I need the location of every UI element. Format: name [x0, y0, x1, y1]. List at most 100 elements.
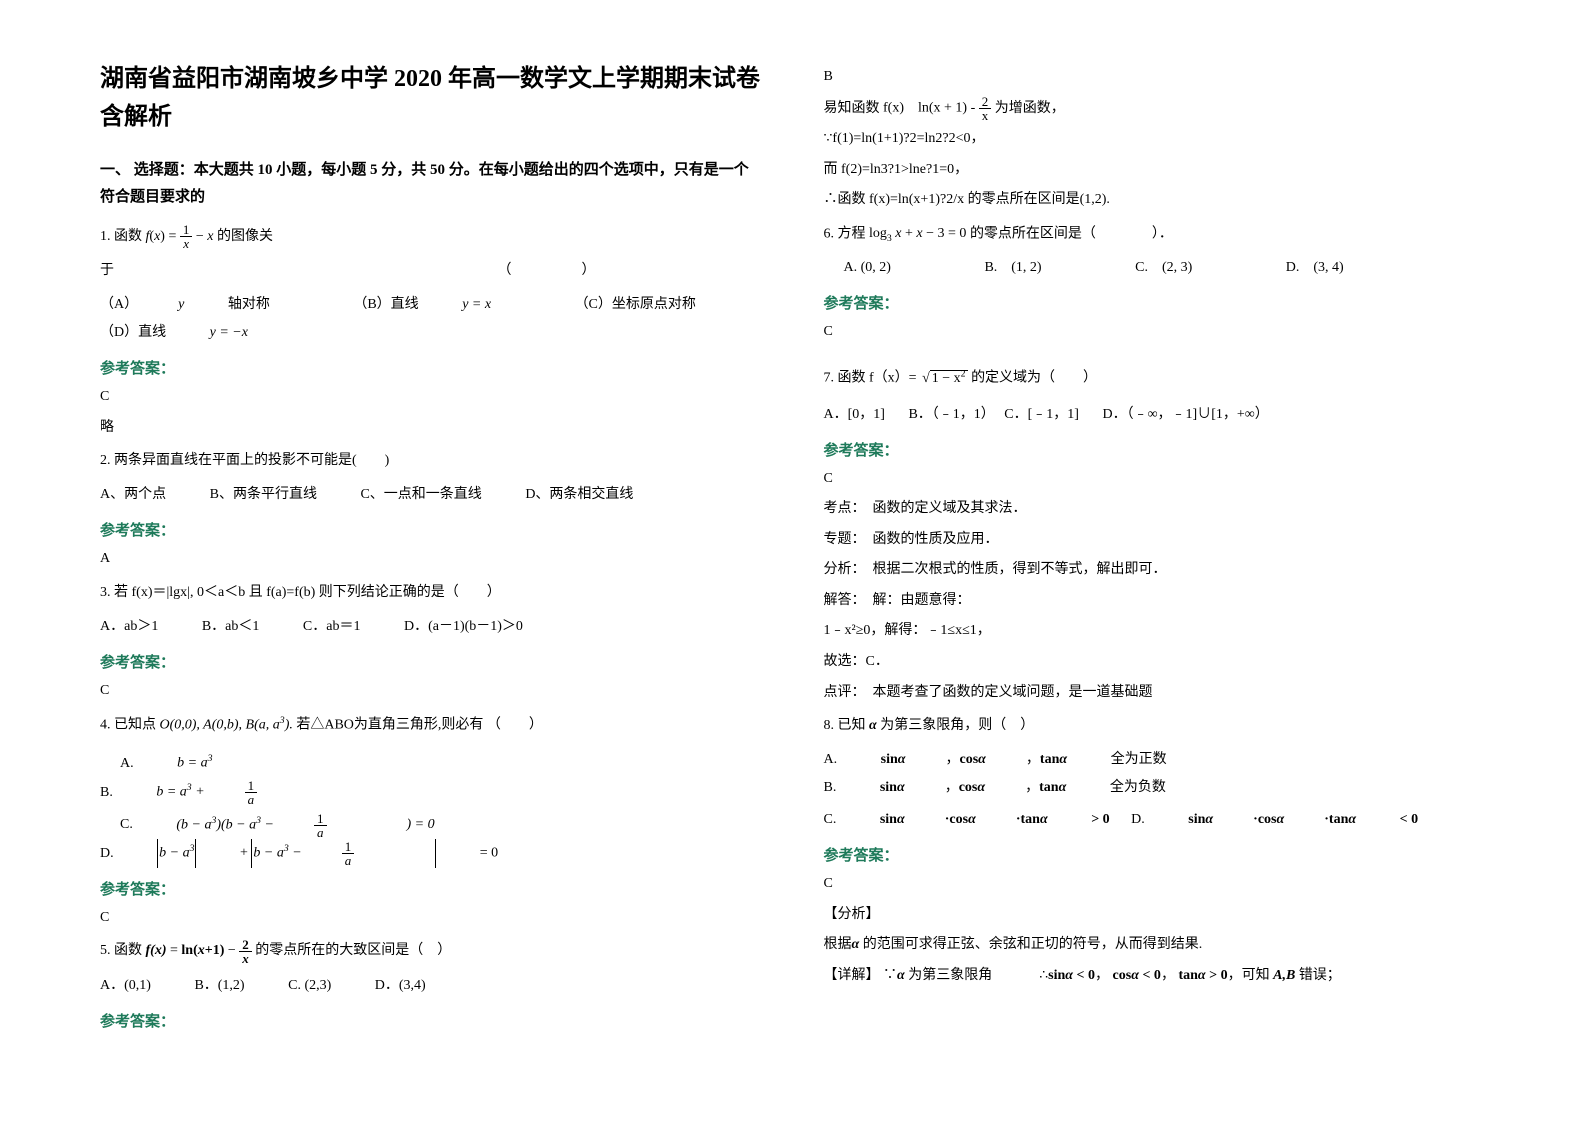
q1-optA: （A）y 轴对称	[100, 291, 310, 319]
q7-optB: B．（﹣1，1）	[908, 401, 994, 429]
exam-title: 湖南省益阳市湖南坡乡中学 2020 年高一数学文上学期期末试卷含解析	[100, 60, 764, 137]
q2-optC: C、一点和一条直线	[360, 481, 481, 509]
left-column: 湖南省益阳市湖南坡乡中学 2020 年高一数学文上学期期末试卷含解析 一、 选择…	[100, 60, 764, 1037]
question-1: 1. 函数 f(x) = 1x − x 的图像关	[100, 223, 764, 251]
q2-ref-label: 参考答案：	[100, 519, 764, 540]
q7-optD: D．（﹣∞，﹣1]∪[1，+∞）	[1102, 401, 1268, 429]
q4-mid: 若△ABO为直角三角形,则必有	[296, 717, 483, 732]
q1-optB: （B）直线 y = x	[353, 291, 531, 319]
q4-optB: B. b = a3 + 1a	[100, 778, 337, 807]
q2-answer: A	[100, 546, 764, 573]
q5-expl-3: 而 f(2)=ln3?1>lne?1=0，	[824, 157, 1488, 184]
q5-optA: A．(0,1)	[100, 972, 151, 1000]
q1-formula: f(x) = 1x − x	[146, 223, 214, 251]
question-7: 7. 函数 f（x）= 1 − x2 的定义域为（ ）	[824, 364, 1488, 393]
q8-optB: B. sinα，cosα，tanα 全为负数	[824, 774, 1206, 802]
q5-optB: B．(1,2)	[194, 972, 244, 1000]
q7-l2: 专题： 函数的性质及应用．	[824, 527, 1488, 554]
q5-suffix: 的零点所在的大致区间是（ ）	[255, 944, 451, 959]
q7-sqrt: 1 − x2	[920, 364, 968, 393]
q7-l6: 故选：C．	[824, 649, 1488, 676]
q6-optD: D. (3, 4)	[1286, 254, 1344, 282]
q7-optC: C．[﹣1，1]	[1004, 401, 1079, 429]
q4-optA: A. b = a3	[120, 749, 252, 778]
q4-ref-label: 参考答案：	[100, 878, 764, 899]
question-5: 5. 函数 f(x) = ln(x+1) − 2x 的零点所在的大致区间是（ ）	[100, 937, 764, 965]
q7-l3: 分析： 根据二次根式的性质，得到不等式，解出即可．	[824, 557, 1488, 584]
q6-prefix: 6. 方程	[824, 226, 866, 241]
question-3: 3. 若 f(x)＝|lgx|, 0＜a＜b 且 f(a)=f(b) 则下列结论…	[100, 579, 764, 607]
q3-optB: B．ab＜1	[202, 613, 260, 641]
q4-options-row2: C. (b − a3)(b − a3 − 1a) = 0 D. b − a3 +…	[100, 811, 764, 868]
q7-suffix: 的定义域为（ ）	[971, 371, 1097, 386]
q5-expl-2: ∵f(1)=ln(1+1)?2=ln2?2<0，	[824, 126, 1488, 153]
q6-answer: C	[824, 319, 1488, 346]
q7-l7: 点评： 本题考查了函数的定义域问题，是一道基础题	[824, 680, 1488, 707]
exam-page: 湖南省益阳市湖南坡乡中学 2020 年高一数学文上学期期末试卷含解析 一、 选择…	[0, 0, 1587, 1097]
q3-ref-label: 参考答案：	[100, 651, 764, 672]
q7-l5: 1﹣x²≥0，解得：﹣1≤x≤1，	[824, 618, 1488, 645]
q3-options: A．ab＞1 B．ab＜1 C．ab＝1 D．(a－1)(b－1)＞0	[100, 613, 764, 641]
q6-formula: log3 x + x − 3 = 0	[869, 220, 966, 248]
q8-answer: C	[824, 871, 1488, 898]
q8-ref-label: 参考答案：	[824, 844, 1488, 865]
q5-ref-label: 参考答案：	[100, 1010, 764, 1031]
q5-prefix: 5. 函数	[100, 944, 142, 959]
q6-options: A. (0, 2) B. (1, 2) C. (2, 3) D. (3, 4)	[844, 254, 1488, 282]
q8-optC: C. sinα·cosα·tanα > 0	[824, 806, 1110, 834]
section-1-heading: 一、 选择题：本大题共 10 小题，每小题 5 分，共 50 分。在每小题给出的…	[100, 157, 764, 211]
q4-prefix: 4. 已知点	[100, 717, 156, 732]
question-1-line2: 于 （ ）	[100, 257, 764, 285]
q8-optA: A. sinα，cosα，tanα 全为正数	[824, 746, 1207, 774]
q4-optC: C. (b − a3)(b − a3 − 1a) = 0	[120, 811, 475, 840]
alpha-icon: α	[869, 718, 877, 733]
question-6: 6. 方程 log3 x + x − 3 = 0 的零点所在区间是（ ）．	[824, 220, 1488, 248]
q6-optA: A. (0, 2)	[844, 254, 891, 282]
q5-optC: C. (2,3)	[288, 972, 331, 1000]
q8-fx1: 根据α 的范围可求得正弦、余弦和正切的符号，从而得到结果.	[824, 932, 1488, 959]
q1-options: （A）y 轴对称 （B）直线 y = x （C）坐标原点对称 （D）直线 y =…	[100, 291, 764, 347]
q5-options: A．(0,1) B．(1,2) C. (2,3) D．(3,4)	[100, 972, 764, 1000]
q1-answer: C	[100, 384, 764, 411]
right-column: B 易知函数 f(x) ln(x + 1) - 2x 为增函数， ∵f(1)=l…	[824, 60, 1488, 1037]
q5-formula: f(x) = ln(x+1) − 2x	[146, 937, 252, 965]
q4-answer: C	[100, 905, 764, 932]
q8-options-ab: A. sinα，cosα，tanα 全为正数 B. sinα，cosα，tanα…	[824, 746, 1488, 802]
q8-fx: 【分析】	[824, 902, 1488, 929]
q8-options-cd: C. sinα·cosα·tanα > 0 D. sinα·cosα·tanα …	[824, 806, 1488, 834]
q2-optD: D、两条相交直线	[525, 481, 633, 509]
q5-answer: B	[824, 64, 1488, 91]
q2-optB: B、两条平行直线	[210, 481, 317, 509]
question-2: 2. 两条异面直线在平面上的投影不可能是( )	[100, 447, 764, 475]
q2-text: 2. 两条异面直线在平面上的投影不可能是	[100, 453, 352, 468]
q1-suffix: 的图像关	[217, 229, 273, 244]
q8-optD: D. sinα·cosα·tanα < 0	[1131, 806, 1418, 834]
q6-suffix: 的零点所在区间是（ ）．	[970, 226, 1173, 241]
q5-expl-4: ∴函数 f(x)=ln(x+1)?2/x 的零点所在区间是(1,2).	[824, 187, 1488, 214]
q8-prefix: 8. 已知	[824, 718, 866, 733]
q4-options-row1: A. b = a3 B. b = a3 + 1a	[100, 749, 764, 806]
q8-suffix: 为第三象限角，则（ ）	[880, 718, 1034, 733]
question-8: 8. 已知 α 为第三象限角，则（ ）	[824, 712, 1488, 740]
q4-points: O(0,0), A(0,b), B(a, a3).	[160, 711, 293, 740]
q1-optC: （C）坐标原点对称	[575, 291, 696, 319]
q2-optA: A、两个点	[100, 481, 166, 509]
q8-xj: 【详解】 ∵α 为第三象限角 ∴sinα < 0， cosα < 0， tanα…	[824, 963, 1488, 990]
q1-extra: 略	[100, 415, 764, 442]
q7-l4: 解答： 解：由题意得：	[824, 588, 1488, 615]
q6-optC: C. (2, 3)	[1135, 254, 1192, 282]
question-4: 4. 已知点 O(0,0), A(0,b), B(a, a3). 若△ABO为直…	[100, 711, 764, 740]
q3-optA: A．ab＞1	[100, 613, 158, 641]
q7-options: A．[0，1] B．（﹣1，1） C．[﹣1，1] D．（﹣∞，﹣1]∪[1，+…	[824, 401, 1488, 429]
q1-ref-label: 参考答案：	[100, 357, 764, 378]
q5-expl-1: 易知函数 f(x) ln(x + 1) - 2x 为增函数，	[824, 95, 1488, 122]
q7-l1: 考点： 函数的定义域及其求法．	[824, 496, 1488, 523]
q7-ref-label: 参考答案：	[824, 439, 1488, 460]
q4-optD: D. b − a3 + b − a3 − 1a = 0	[100, 839, 498, 868]
q3-answer: C	[100, 678, 764, 705]
q1-optD: （D）直线 y = −x	[100, 319, 288, 347]
q5-optD: D．(3,4)	[375, 972, 426, 1000]
q2-options: A、两个点 B、两条平行直线 C、一点和一条直线 D、两条相交直线	[100, 481, 764, 509]
q7-optA: A．[0，1]	[824, 401, 885, 429]
q6-optB: B. (1, 2)	[984, 254, 1041, 282]
